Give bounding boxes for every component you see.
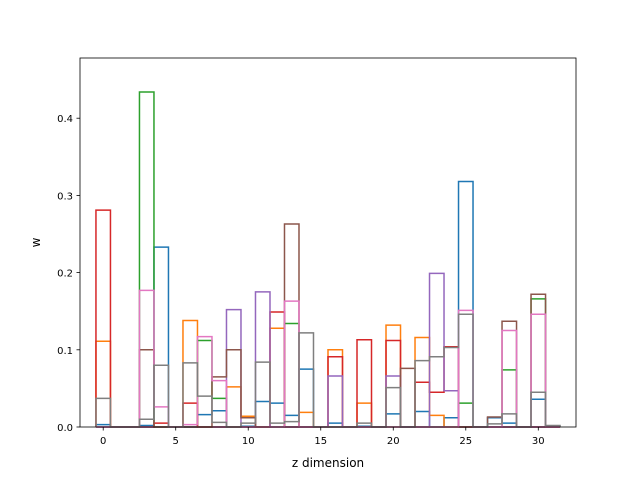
y-tick-label: 0.2 [57,269,73,280]
x-tick-label: 15 [314,436,327,447]
x-tick-label: 0 [100,436,106,447]
y-tick-label: 0.1 [57,346,73,357]
y-tick-label: 0.4 [57,114,73,125]
x-tick-label: 20 [387,436,400,447]
x-axis: 0 5 10 15 20 25 30 [100,427,545,447]
x-axis-label: z dimension [292,456,364,470]
x-tick-label: 30 [532,436,545,447]
plot-frame [79,57,577,428]
x-tick-label: 10 [242,436,255,447]
x-tick-label: 25 [459,436,472,447]
y-axis-label: w [29,237,43,247]
y-tick-label: 0.0 [57,423,73,434]
x-tick-label: 5 [173,436,179,447]
y-axis: 0.0 0.1 0.2 0.3 0.4 [57,114,80,434]
y-tick-label: 0.3 [57,191,73,202]
bars-layer [95,91,561,428]
